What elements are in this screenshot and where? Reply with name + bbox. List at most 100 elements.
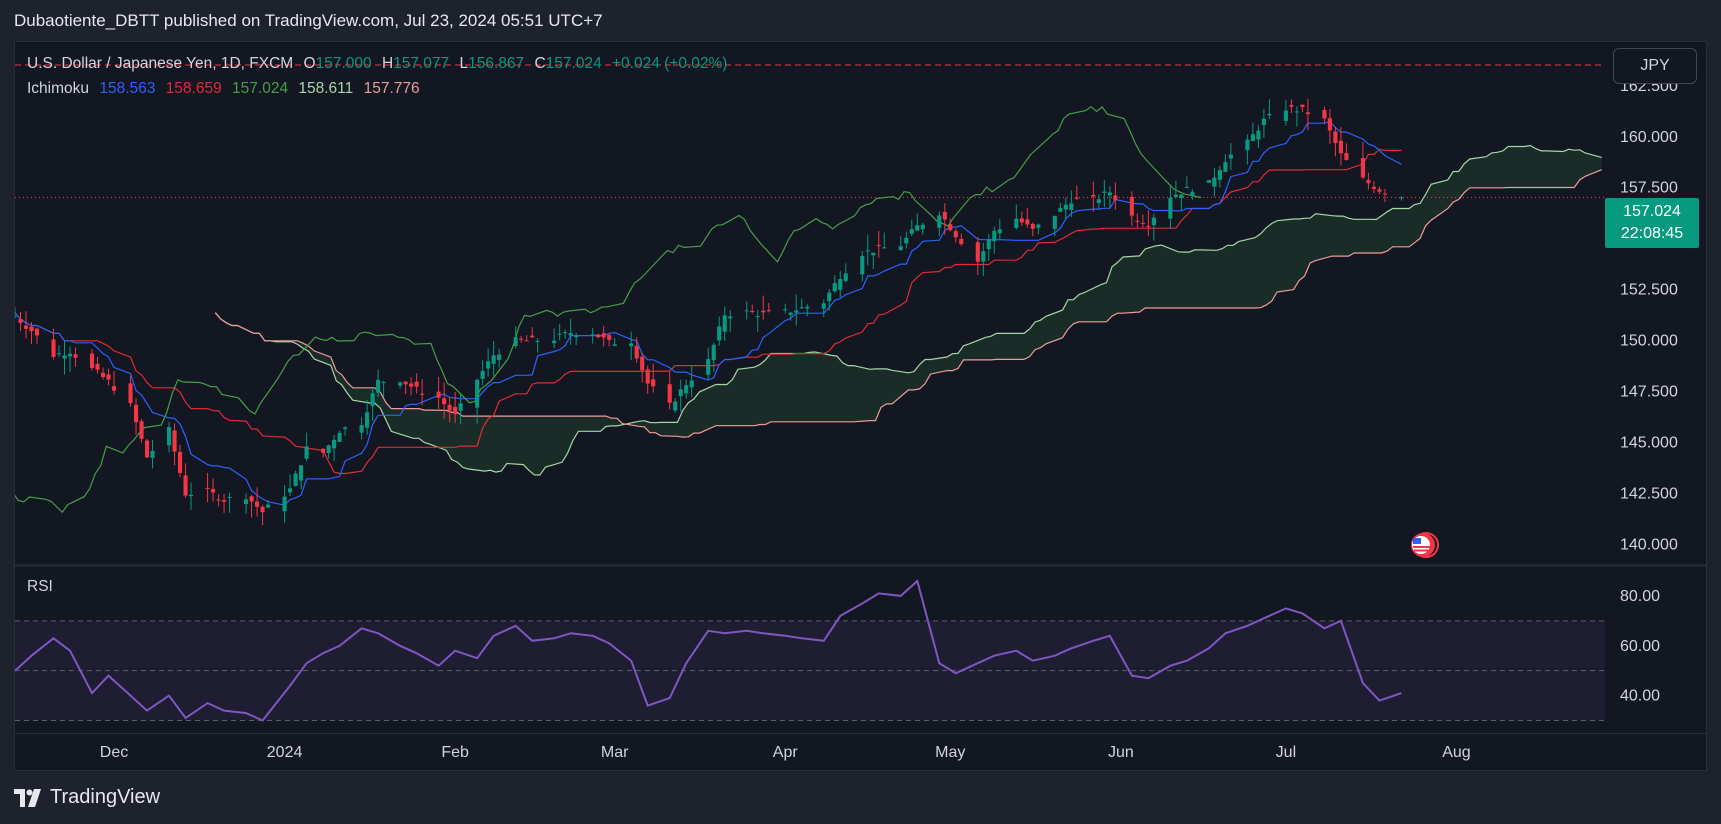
- candle-body[interactable]: [1168, 197, 1173, 219]
- candle-body[interactable]: [799, 307, 804, 309]
- candle-body[interactable]: [975, 242, 980, 262]
- candle-body[interactable]: [1382, 193, 1387, 195]
- candle-body[interactable]: [337, 433, 342, 442]
- candle-body[interactable]: [843, 273, 848, 281]
- candle-body[interactable]: [755, 316, 760, 318]
- candle-body[interactable]: [596, 334, 601, 338]
- candle-body[interactable]: [942, 211, 947, 220]
- candle-body[interactable]: [1217, 170, 1222, 180]
- candle-body[interactable]: [1333, 131, 1338, 144]
- candle-body[interactable]: [948, 224, 953, 231]
- candle-body[interactable]: [865, 250, 870, 252]
- candle-body[interactable]: [1096, 199, 1101, 203]
- candle-body[interactable]: [876, 244, 881, 246]
- candle-body[interactable]: [832, 283, 837, 292]
- candle-body[interactable]: [882, 247, 887, 249]
- candle-body[interactable]: [1146, 225, 1151, 227]
- candle-body[interactable]: [519, 338, 524, 340]
- candle-body[interactable]: [227, 496, 232, 498]
- candle-body[interactable]: [827, 292, 832, 302]
- candle-body[interactable]: [1223, 162, 1228, 172]
- candle-body[interactable]: [1283, 110, 1288, 121]
- candle-body[interactable]: [1338, 140, 1343, 154]
- candle-body[interactable]: [574, 335, 579, 338]
- candle-body[interactable]: [794, 310, 799, 313]
- candle-body[interactable]: [937, 215, 942, 228]
- candle-body[interactable]: [183, 475, 188, 496]
- candle-body[interactable]: [255, 501, 260, 507]
- candle-body[interactable]: [1140, 222, 1145, 224]
- candle-body[interactable]: [420, 393, 425, 395]
- candle-body[interactable]: [1179, 194, 1184, 198]
- candle-body[interactable]: [761, 310, 766, 313]
- candle-body[interactable]: [100, 372, 106, 378]
- candle-body[interactable]: [1113, 195, 1118, 201]
- candle-body[interactable]: [365, 412, 370, 428]
- candle-body[interactable]: [1135, 220, 1140, 222]
- candle-body[interactable]: [475, 379, 480, 408]
- candle-body[interactable]: [403, 381, 408, 385]
- candle-body[interactable]: [838, 279, 843, 290]
- candle-body[interactable]: [1030, 223, 1035, 229]
- candle-body[interactable]: [1371, 186, 1376, 189]
- candle-body[interactable]: [299, 465, 304, 481]
- candle-body[interactable]: [133, 404, 139, 423]
- candle-body[interactable]: [1399, 197, 1404, 199]
- candle-body[interactable]: [909, 229, 914, 234]
- candle-body[interactable]: [447, 404, 452, 411]
- candle-body[interactable]: [1052, 215, 1057, 229]
- candle-body[interactable]: [706, 358, 711, 375]
- candle-body[interactable]: [128, 383, 133, 404]
- candle-body[interactable]: [166, 427, 172, 446]
- candle-body[interactable]: [491, 355, 496, 364]
- candle-body[interactable]: [249, 496, 254, 502]
- candle-body[interactable]: [750, 310, 755, 313]
- candle-body[interactable]: [1107, 192, 1112, 196]
- candle-body[interactable]: [634, 345, 639, 359]
- candle-body[interactable]: [172, 430, 177, 452]
- candle-body[interactable]: [904, 237, 909, 244]
- candle-body[interactable]: [73, 354, 78, 358]
- candle-body[interactable]: [376, 379, 381, 393]
- candle-body[interactable]: [1250, 134, 1255, 142]
- candle-body[interactable]: [1036, 224, 1041, 228]
- candle-body[interactable]: [436, 391, 441, 398]
- candle-body[interactable]: [860, 256, 865, 275]
- candle-body[interactable]: [222, 500, 227, 502]
- candle-body[interactable]: [1058, 207, 1063, 212]
- candle-body[interactable]: [920, 224, 925, 230]
- candle-body[interactable]: [304, 446, 309, 459]
- candle-body[interactable]: [1063, 204, 1068, 210]
- candle-body[interactable]: [1025, 219, 1030, 225]
- candle-body[interactable]: [480, 370, 485, 379]
- candle-body[interactable]: [332, 439, 337, 449]
- candle-body[interactable]: [530, 335, 535, 338]
- candle-body[interactable]: [871, 252, 876, 256]
- candle-body[interactable]: [486, 361, 491, 369]
- candle-body[interactable]: [56, 353, 62, 355]
- candle-body[interactable]: [497, 354, 502, 360]
- candle-body[interactable]: [51, 339, 56, 357]
- candle-body[interactable]: [1300, 104, 1305, 107]
- candle-body[interactable]: [1245, 139, 1250, 151]
- candle-body[interactable]: [282, 496, 287, 512]
- candle-body[interactable]: [981, 251, 986, 262]
- candle-body[interactable]: [1129, 196, 1134, 216]
- candle-body[interactable]: [1102, 191, 1107, 193]
- candle-body[interactable]: [1069, 203, 1074, 211]
- candle-body[interactable]: [139, 421, 144, 439]
- candle-body[interactable]: [992, 230, 997, 242]
- candle-body[interactable]: [717, 326, 722, 341]
- candle-body[interactable]: [177, 452, 183, 473]
- candle-body[interactable]: [244, 499, 249, 505]
- candle-body[interactable]: [1212, 177, 1217, 187]
- rsi-line[interactable]: [14, 579, 1402, 722]
- candle-body[interactable]: [150, 450, 155, 458]
- candle-body[interactable]: [381, 381, 386, 384]
- candle-body[interactable]: [1344, 153, 1349, 160]
- candle-body[interactable]: [915, 225, 920, 231]
- candle-body[interactable]: [689, 380, 694, 388]
- candle-body[interactable]: [398, 382, 403, 386]
- candle-body[interactable]: [568, 333, 573, 336]
